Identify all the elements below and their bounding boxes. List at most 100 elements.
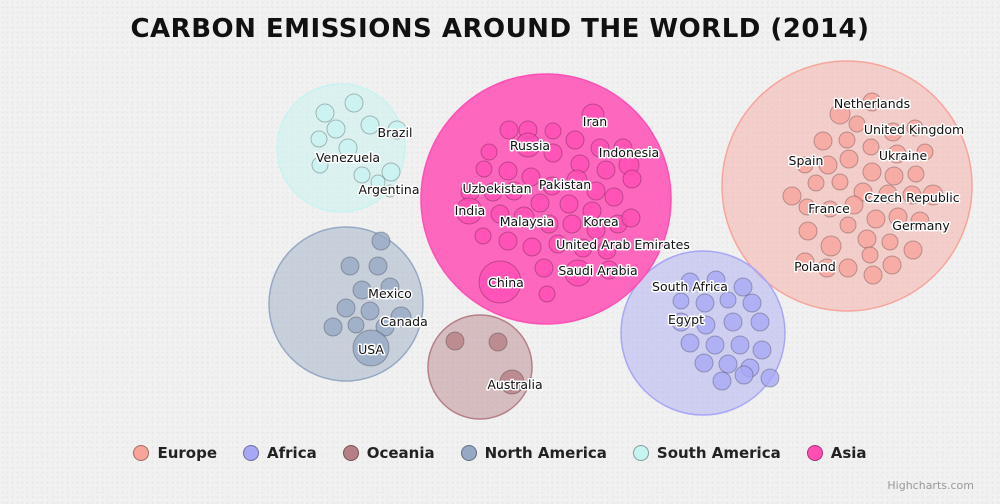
asia-country-bubble[interactable] (534, 258, 554, 278)
asia-country-bubble[interactable] (455, 197, 483, 225)
africa-country-bubble[interactable] (694, 353, 714, 373)
europe-country-bubble[interactable] (882, 255, 902, 275)
europe-country-bubble[interactable] (807, 174, 825, 192)
oceania-group-bubble[interactable] (427, 314, 533, 420)
africa-country-bubble[interactable] (680, 272, 700, 292)
africa-country-bubble[interactable] (680, 333, 700, 353)
europe-country-bubble[interactable] (902, 185, 922, 205)
asia-country-bubble[interactable] (538, 285, 556, 303)
asia-country-bubble[interactable] (559, 194, 579, 214)
asia-country-bubble[interactable] (621, 208, 641, 228)
asia-country-bubble[interactable] (478, 260, 522, 304)
africa-country-bubble[interactable] (696, 315, 716, 335)
south-america-country-bubble[interactable] (344, 93, 364, 113)
north-america-country-bubble[interactable] (371, 231, 391, 251)
europe-country-bubble[interactable] (782, 186, 802, 206)
europe-country-bubble[interactable] (878, 184, 898, 204)
legend-item-africa[interactable]: Africa (243, 444, 317, 462)
africa-country-bubble[interactable] (672, 292, 690, 310)
europe-country-bubble[interactable] (795, 252, 815, 272)
legend-item-south-america[interactable]: South America (632, 444, 781, 462)
europe-country-bubble[interactable] (903, 240, 923, 260)
africa-country-bubble[interactable] (730, 335, 750, 355)
europe-country-bubble[interactable] (798, 198, 816, 216)
europe-country-bubble[interactable] (862, 162, 882, 182)
asia-country-bubble[interactable] (542, 176, 562, 196)
europe-country-bubble[interactable] (829, 103, 851, 125)
oceania-country-bubble[interactable] (499, 369, 525, 395)
north-america-country-bubble[interactable] (336, 298, 356, 318)
asia-country-bubble[interactable] (483, 182, 503, 202)
south-america-country-bubble[interactable] (383, 184, 397, 198)
europe-country-bubble[interactable] (922, 184, 944, 206)
europe-country-bubble[interactable] (796, 156, 814, 174)
europe-country-bubble[interactable] (861, 246, 879, 264)
asia-country-bubble[interactable] (504, 181, 524, 201)
north-america-country-bubble[interactable] (352, 329, 390, 367)
africa-country-bubble[interactable] (712, 371, 732, 391)
legend-item-asia[interactable]: Asia (806, 444, 867, 462)
europe-country-bubble[interactable] (857, 229, 877, 249)
asia-country-bubble[interactable] (498, 161, 518, 181)
europe-country-bubble[interactable] (887, 144, 907, 164)
north-america-country-bubble[interactable] (360, 301, 380, 321)
asia-country-bubble[interactable] (573, 238, 593, 258)
asia-country-bubble[interactable] (543, 143, 563, 163)
legend-item-north-america[interactable]: North America (460, 444, 607, 462)
south-america-country-bubble[interactable] (381, 162, 401, 182)
asia-country-bubble[interactable] (564, 259, 592, 287)
asia-country-bubble[interactable] (498, 231, 518, 251)
asia-country-bubble[interactable] (590, 138, 610, 158)
europe-country-bubble[interactable] (820, 235, 842, 257)
africa-country-bubble[interactable] (760, 368, 780, 388)
asia-country-bubble[interactable] (548, 234, 568, 254)
europe-country-bubble[interactable] (883, 122, 903, 142)
asia-country-bubble[interactable] (474, 227, 492, 245)
north-america-country-bubble[interactable] (368, 256, 388, 276)
asia-country-bubble[interactable] (490, 204, 510, 224)
europe-country-bubble[interactable] (839, 216, 857, 234)
south-america-country-bubble[interactable] (353, 166, 371, 184)
asia-country-bubble[interactable] (586, 181, 606, 201)
europe-country-bubble[interactable] (848, 115, 866, 133)
europe-country-bubble[interactable] (910, 211, 930, 231)
asia-country-bubble[interactable] (513, 206, 535, 228)
south-america-country-bubble[interactable] (310, 130, 328, 148)
asia-country-bubble[interactable] (566, 169, 588, 191)
north-america-country-bubble[interactable] (380, 277, 400, 297)
north-america-country-bubble[interactable] (390, 306, 412, 328)
asia-country-bubble[interactable] (539, 214, 559, 234)
europe-country-bubble[interactable] (839, 149, 859, 169)
oceania-country-bubble[interactable] (488, 332, 508, 352)
south-america-country-bubble[interactable] (370, 174, 386, 190)
credits-link[interactable]: Highcharts.com (887, 479, 974, 492)
africa-country-bubble[interactable] (742, 293, 762, 313)
africa-country-bubble[interactable] (695, 293, 715, 313)
south-america-country-bubble[interactable] (338, 138, 358, 158)
asia-country-bubble[interactable] (597, 240, 617, 260)
asia-country-bubble[interactable] (599, 260, 619, 280)
legend-item-europe[interactable]: Europe (133, 444, 217, 462)
africa-country-bubble[interactable] (719, 291, 737, 309)
europe-country-bubble[interactable] (853, 182, 873, 202)
europe-country-bubble[interactable] (817, 258, 837, 278)
asia-country-bubble[interactable] (604, 187, 624, 207)
south-america-country-bubble[interactable] (326, 119, 346, 139)
asia-country-bubble[interactable] (622, 169, 642, 189)
europe-country-bubble[interactable] (798, 221, 818, 241)
asia-country-bubble[interactable] (480, 143, 498, 161)
asia-country-bubble[interactable] (499, 120, 519, 140)
oceania-country-bubble[interactable] (445, 331, 465, 351)
south-america-country-bubble[interactable] (315, 103, 335, 123)
europe-country-bubble[interactable] (821, 200, 839, 218)
asia-country-bubble[interactable] (562, 214, 582, 234)
africa-country-bubble[interactable] (705, 335, 725, 355)
south-america-country-bubble[interactable] (387, 120, 407, 140)
europe-country-bubble[interactable] (884, 166, 904, 186)
europe-country-bubble[interactable] (838, 131, 856, 149)
europe-country-bubble[interactable] (862, 138, 880, 156)
asia-country-bubble[interactable] (586, 220, 606, 240)
africa-country-bubble[interactable] (734, 365, 754, 385)
africa-country-bubble[interactable] (671, 312, 691, 332)
south-america-country-bubble[interactable] (360, 115, 380, 135)
